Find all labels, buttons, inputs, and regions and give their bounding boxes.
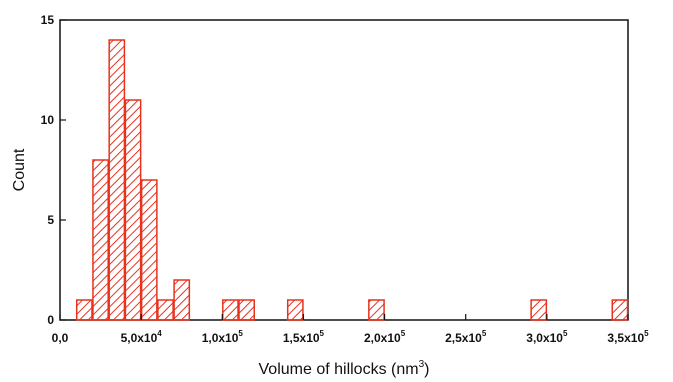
bars-group (75, 39, 629, 321)
x-axis-label-suffix: ) (424, 361, 429, 378)
histogram-bar (124, 99, 142, 321)
histogram-bar (75, 299, 93, 321)
histogram-bar (611, 299, 629, 321)
y-axis-ticks: 0 5 10 15 (41, 13, 66, 327)
x-tick-label: 0,0 (52, 331, 69, 345)
x-tick-label: 3,0x105 (526, 329, 568, 345)
x-tick-label: 1,0x105 (202, 329, 244, 345)
histogram-bar (108, 39, 126, 321)
x-axis-label-main: Volume of hillocks (nm (259, 361, 419, 378)
histogram-bar (530, 299, 548, 321)
histogram-bar (368, 299, 385, 321)
y-tick-label: 5 (47, 213, 54, 227)
y-tick-label: 10 (41, 113, 55, 127)
histogram-bar (286, 299, 304, 321)
x-tick-label: 1,5x105 (283, 329, 325, 345)
y-axis-label: Count (11, 148, 28, 191)
y-tick-label: 15 (41, 13, 55, 27)
histogram-bar (157, 299, 174, 321)
x-tick-label: 3,5x105 (607, 329, 649, 345)
x-axis-label: Volume of hillocks (nm3) (259, 359, 430, 378)
histogram-bar (140, 179, 158, 321)
x-tick-label: 2,5x105 (445, 329, 487, 345)
x-axis-ticks: 0,0 5,0x104 1,0x105 1,5x105 2,0x105 2,5x105 3,… (52, 314, 649, 345)
histogram-bar (173, 279, 191, 321)
x-axis-label-super: 3 (419, 359, 425, 370)
x-tick-label: 2,0x105 (364, 329, 406, 345)
x-tick-label: 5,0x104 (121, 329, 163, 345)
histogram-bar (238, 299, 255, 321)
y-tick-label: 0 (47, 313, 54, 327)
histogram-bar (92, 159, 109, 321)
histogram-bar (222, 299, 239, 321)
